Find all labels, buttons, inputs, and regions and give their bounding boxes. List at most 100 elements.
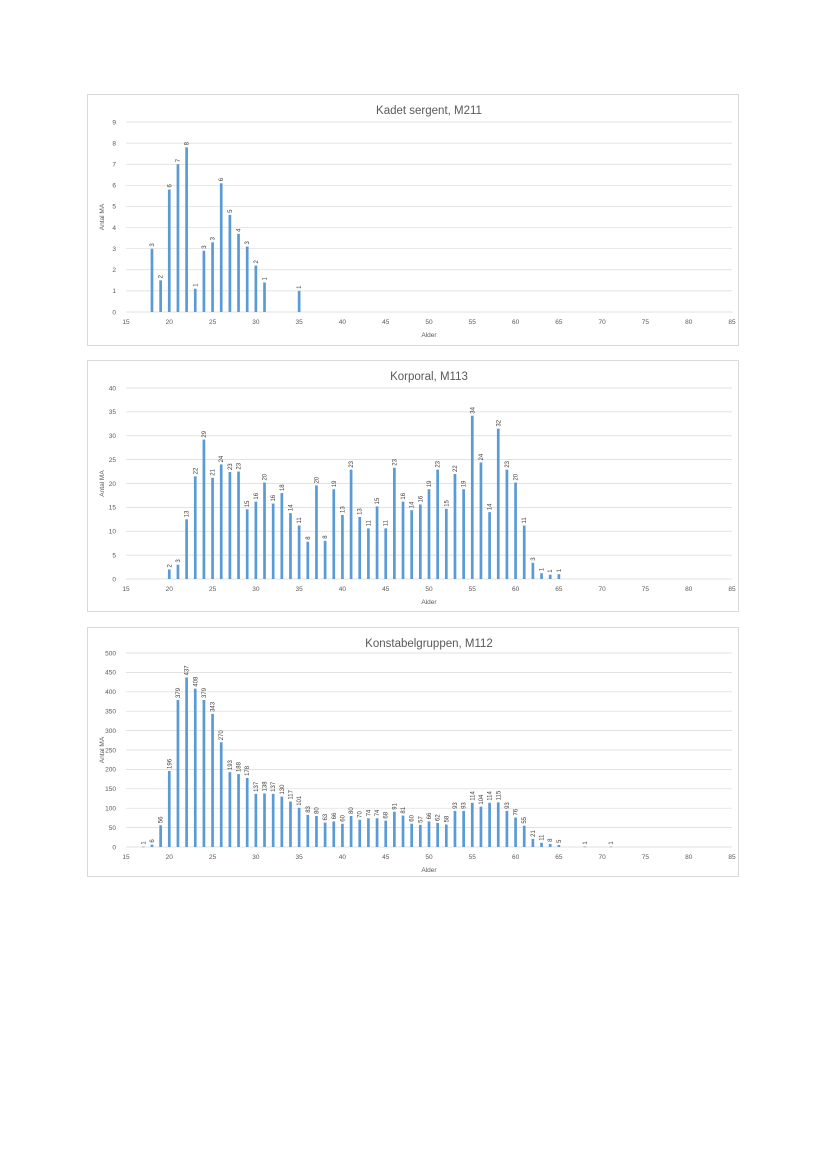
x-tick-label: 15 [122, 586, 130, 593]
data-label: 6 [219, 177, 225, 181]
data-label: 101 [297, 795, 303, 806]
bar [349, 469, 353, 579]
x-tick-label: 50 [425, 586, 433, 593]
y-axis-label: Antal MA [99, 470, 106, 497]
data-label: 137 [271, 781, 277, 792]
y-tick-label: 350 [105, 709, 116, 716]
data-label: 15 [375, 497, 381, 504]
bar [505, 810, 509, 847]
bar [470, 802, 474, 847]
bar [228, 214, 232, 312]
bar [531, 562, 535, 579]
data-label: 19 [462, 480, 468, 487]
bar [193, 688, 197, 847]
bar [514, 817, 517, 847]
data-label: 14 [410, 501, 416, 508]
bar [263, 793, 266, 847]
y-tick-label: 9 [112, 119, 116, 126]
data-label: 8 [306, 536, 312, 540]
data-label: 1 [297, 285, 303, 289]
x-tick-label: 55 [469, 586, 477, 593]
bar [410, 510, 414, 579]
data-label: 196 [167, 758, 173, 769]
x-tick-label: 45 [382, 586, 390, 593]
x-tick-label: 85 [728, 319, 736, 326]
y-tick-label: 400 [105, 689, 116, 696]
data-label: 2 [159, 274, 165, 278]
x-axis-label: Alder [421, 867, 437, 874]
data-label: 15 [245, 500, 251, 507]
x-tick-label: 85 [728, 854, 736, 861]
y-tick-label: 200 [105, 767, 116, 774]
bar [159, 280, 162, 312]
data-label: 13 [340, 506, 346, 513]
bar [306, 814, 310, 847]
bar [254, 793, 258, 847]
data-label: 19 [332, 480, 338, 487]
bar [193, 288, 197, 312]
bar [271, 503, 275, 579]
bar [211, 477, 214, 579]
bar [159, 825, 162, 847]
data-label: 21 [531, 830, 537, 837]
bar [462, 489, 465, 579]
bar [263, 482, 266, 579]
bar [367, 818, 370, 847]
bar [470, 415, 474, 579]
chart-svg: Konstabelgruppen, M112050100150200250300… [99, 638, 736, 874]
bar [375, 506, 379, 579]
bar [176, 164, 180, 312]
data-label: 114 [470, 791, 476, 801]
bar [306, 541, 310, 579]
bar [141, 846, 145, 848]
bar [444, 508, 448, 579]
y-tick-label: 5 [112, 552, 116, 559]
data-label: 8 [323, 535, 329, 539]
data-label: 29 [202, 430, 208, 437]
data-label: 16 [401, 492, 407, 499]
x-tick-label: 45 [382, 319, 390, 326]
x-tick-label: 55 [469, 319, 477, 326]
x-tick-label: 15 [122, 854, 130, 861]
data-label: 34 [470, 406, 476, 413]
bar [479, 806, 483, 847]
data-label: 23 [505, 460, 511, 467]
x-tick-label: 30 [252, 319, 260, 326]
data-label: 62 [436, 814, 442, 821]
bar [332, 489, 336, 579]
x-tick-label: 35 [296, 854, 304, 861]
y-tick-label: 50 [109, 825, 117, 832]
y-tick-label: 20 [109, 481, 117, 488]
bar [228, 772, 232, 847]
data-label: 18 [280, 484, 286, 491]
bar [540, 842, 543, 847]
bar [315, 485, 318, 579]
data-label: 379 [176, 687, 182, 698]
x-tick-label: 25 [209, 586, 217, 593]
data-label: 66 [332, 812, 338, 819]
y-tick-label: 450 [105, 670, 116, 677]
bar [418, 824, 422, 847]
y-tick-label: 0 [112, 844, 116, 851]
data-label: 138 [263, 781, 269, 792]
bar [522, 525, 526, 579]
bar [245, 509, 249, 579]
bar [609, 846, 613, 848]
data-label: 22 [453, 465, 459, 472]
bar [202, 699, 206, 847]
bar [167, 770, 171, 847]
bar [185, 147, 188, 312]
data-label: 193 [228, 759, 234, 770]
bar [228, 472, 232, 579]
y-tick-label: 40 [109, 385, 117, 392]
bar [150, 248, 154, 312]
bar [254, 265, 258, 312]
x-tick-label: 45 [382, 854, 390, 861]
data-label: 188 [237, 761, 243, 772]
bar [176, 699, 180, 847]
bar [332, 821, 336, 847]
y-tick-label: 7 [112, 162, 116, 169]
bar [522, 825, 526, 847]
bar [289, 801, 292, 847]
